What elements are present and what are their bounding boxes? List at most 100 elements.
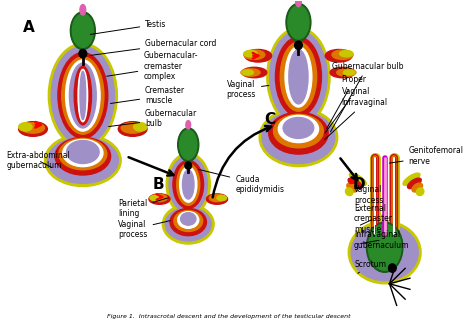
Ellipse shape <box>283 117 314 138</box>
Ellipse shape <box>121 123 144 133</box>
Text: Gubernacular cord: Gubernacular cord <box>91 39 217 55</box>
Text: A: A <box>22 20 34 35</box>
Ellipse shape <box>74 66 91 125</box>
Text: Gubernacular-
cremaster
complex: Gubernacular- cremaster complex <box>107 51 198 81</box>
Ellipse shape <box>296 0 301 7</box>
Ellipse shape <box>242 70 254 75</box>
Ellipse shape <box>185 162 191 169</box>
Ellipse shape <box>270 31 327 123</box>
Ellipse shape <box>368 224 401 270</box>
Ellipse shape <box>340 51 353 57</box>
Ellipse shape <box>389 264 396 272</box>
Ellipse shape <box>152 194 167 202</box>
Ellipse shape <box>169 156 208 213</box>
Ellipse shape <box>149 194 170 204</box>
Text: External
cremaster
muscle: External cremaster muscle <box>354 204 393 234</box>
Ellipse shape <box>349 173 366 185</box>
Ellipse shape <box>217 196 227 201</box>
Text: C: C <box>264 112 275 127</box>
Ellipse shape <box>403 173 420 185</box>
Ellipse shape <box>180 167 197 202</box>
Ellipse shape <box>178 128 199 162</box>
Ellipse shape <box>79 49 87 58</box>
Text: Extra-abdominal
gubernaculum: Extra-abdominal gubernaculum <box>6 151 70 170</box>
Ellipse shape <box>177 164 200 205</box>
Ellipse shape <box>267 27 330 126</box>
Ellipse shape <box>366 222 403 272</box>
Text: Parietal
lining: Parietal lining <box>118 198 168 218</box>
Ellipse shape <box>408 178 421 189</box>
Ellipse shape <box>344 70 355 75</box>
Ellipse shape <box>118 122 147 136</box>
Text: Genitofemoral
nerve: Genitofemoral nerve <box>389 146 464 166</box>
Ellipse shape <box>245 49 272 62</box>
Ellipse shape <box>78 69 88 122</box>
Ellipse shape <box>63 139 103 167</box>
Ellipse shape <box>181 213 196 225</box>
Ellipse shape <box>69 63 96 128</box>
Ellipse shape <box>134 123 147 131</box>
Ellipse shape <box>165 207 211 241</box>
Ellipse shape <box>21 123 45 133</box>
Ellipse shape <box>178 212 199 228</box>
Ellipse shape <box>288 6 309 39</box>
Ellipse shape <box>182 170 194 199</box>
Ellipse shape <box>244 51 257 57</box>
Ellipse shape <box>348 178 362 189</box>
Ellipse shape <box>80 72 86 120</box>
Ellipse shape <box>241 69 260 76</box>
Ellipse shape <box>285 46 312 107</box>
Ellipse shape <box>280 42 317 111</box>
Ellipse shape <box>55 137 110 175</box>
Ellipse shape <box>325 49 352 62</box>
Ellipse shape <box>170 209 207 236</box>
Ellipse shape <box>348 221 421 284</box>
Ellipse shape <box>210 194 225 202</box>
Text: Testis: Testis <box>91 20 166 34</box>
Ellipse shape <box>65 60 100 131</box>
Ellipse shape <box>289 49 308 104</box>
Text: Infravaginal
gubernaculum: Infravaginal gubernaculum <box>354 230 410 250</box>
Ellipse shape <box>150 196 159 201</box>
Text: Proper: Proper <box>327 75 366 129</box>
Ellipse shape <box>58 53 108 138</box>
Ellipse shape <box>80 5 86 15</box>
Text: Gubernacular
bulb: Gubernacular bulb <box>109 109 197 128</box>
Ellipse shape <box>163 204 214 244</box>
Ellipse shape <box>337 69 356 76</box>
Ellipse shape <box>18 123 32 131</box>
Ellipse shape <box>269 112 328 154</box>
Ellipse shape <box>70 12 95 49</box>
Ellipse shape <box>351 224 418 281</box>
Text: Cauda
epididymidis: Cauda epididymidis <box>199 169 284 194</box>
Ellipse shape <box>242 67 267 78</box>
Ellipse shape <box>166 153 210 216</box>
Ellipse shape <box>278 115 319 143</box>
Ellipse shape <box>347 183 357 192</box>
Ellipse shape <box>47 137 118 183</box>
Text: Gubernacular bulb: Gubernacular bulb <box>330 62 403 132</box>
Ellipse shape <box>259 108 337 167</box>
Ellipse shape <box>173 160 203 209</box>
Ellipse shape <box>62 57 104 134</box>
Ellipse shape <box>346 188 353 196</box>
Ellipse shape <box>286 4 311 41</box>
Text: Vaginal
process: Vaginal process <box>354 185 383 211</box>
Ellipse shape <box>330 67 355 78</box>
Text: Figure 1.  Intrascrotal descent and the development of the testicular descent: Figure 1. Intrascrotal descent and the d… <box>107 314 350 319</box>
Ellipse shape <box>295 41 302 49</box>
Ellipse shape <box>18 122 47 136</box>
Text: Scrotum: Scrotum <box>354 260 386 273</box>
Ellipse shape <box>186 121 191 129</box>
Ellipse shape <box>73 14 93 47</box>
Text: Vaginal
process: Vaginal process <box>227 79 269 99</box>
Ellipse shape <box>273 114 323 148</box>
Ellipse shape <box>244 50 265 60</box>
Ellipse shape <box>180 130 197 159</box>
Ellipse shape <box>412 183 422 192</box>
Ellipse shape <box>51 46 114 145</box>
Ellipse shape <box>417 188 424 196</box>
Ellipse shape <box>275 37 321 116</box>
Text: Vaginal
process: Vaginal process <box>118 220 170 239</box>
Ellipse shape <box>207 194 228 204</box>
